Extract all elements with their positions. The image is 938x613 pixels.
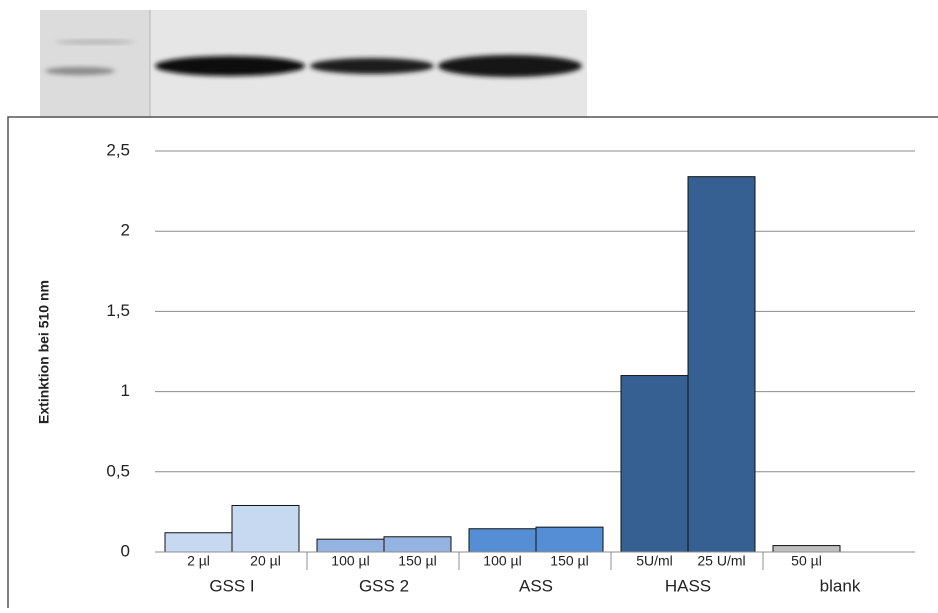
group-label: blank: [820, 576, 861, 595]
bar: [773, 546, 840, 552]
y-axis-title: Extinktion bei 510 nm: [36, 280, 52, 424]
bar: [469, 529, 536, 552]
x-tick-label: 150 µl: [550, 553, 588, 569]
group-label: ASS: [519, 576, 553, 595]
y-tick-label: 0: [121, 541, 130, 560]
bar: [317, 539, 384, 552]
x-tick-label: 20 µl: [250, 553, 281, 569]
page: {"chart_data": {"type": "bar", "y_label"…: [0, 0, 938, 608]
x-tick-label: 2 µl: [187, 553, 210, 569]
y-tick-label: 0,5: [106, 461, 130, 480]
y-tick-label: 2: [121, 221, 130, 240]
x-tick-label: 5U/ml: [636, 553, 673, 569]
blot-image: [40, 10, 587, 118]
x-tick-label: 25 U/ml: [697, 553, 745, 569]
y-tick-label: 1: [121, 381, 130, 400]
y-tick-label: 1,5: [106, 301, 130, 320]
x-tick-label: 100 µl: [331, 553, 369, 569]
group-label: GSS I: [209, 576, 254, 595]
group-label: GSS 2: [359, 576, 409, 595]
bar: [165, 533, 232, 552]
bar: [384, 537, 451, 552]
blot-marker-band: [55, 40, 135, 44]
bar: [621, 376, 688, 552]
blot-band: [310, 58, 434, 74]
x-tick-label: 100 µl: [483, 553, 521, 569]
bar: [688, 177, 755, 552]
group-label: HASS: [665, 576, 711, 595]
bar: [536, 527, 603, 552]
chart: Extinktion bei 510 nm 0 0,5 1 1,5 2 2,5 2 µl 20…: [0, 0, 938, 608]
blot-band: [155, 56, 305, 76]
blot-band: [438, 55, 582, 77]
y-tick-label: 2,5: [106, 140, 130, 159]
blot-lane: [40, 10, 150, 118]
bar: [232, 505, 299, 552]
x-tick-label: 50 µl: [791, 553, 822, 569]
blot-marker-band: [45, 67, 115, 75]
x-tick-label: 150 µl: [398, 553, 436, 569]
